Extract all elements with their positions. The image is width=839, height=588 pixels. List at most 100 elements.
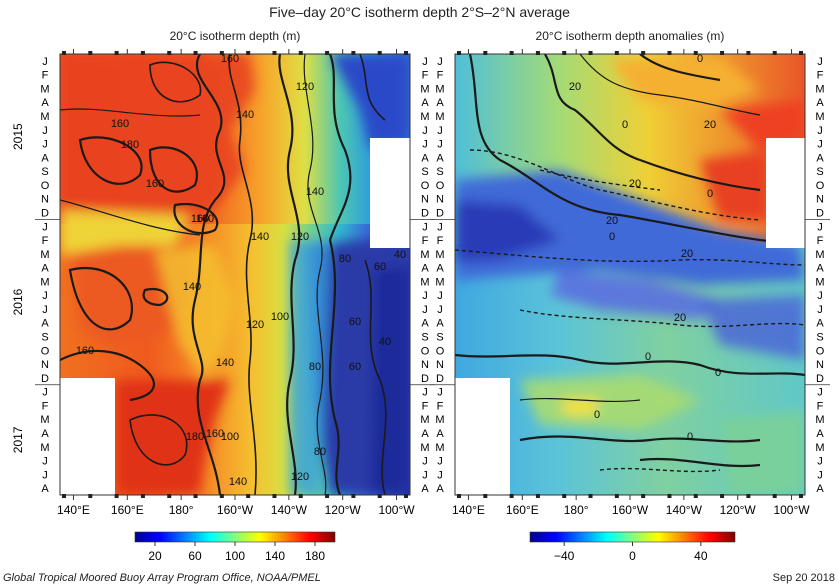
svg-text:80: 80	[309, 361, 321, 373]
month-label-left: A	[41, 318, 49, 330]
svg-text:160: 160	[191, 213, 209, 225]
buoy-marker	[219, 494, 224, 498]
buoy-marker	[351, 494, 356, 498]
buoy-marker	[246, 51, 251, 55]
month-label-right: F	[422, 70, 429, 82]
month-label-left: J	[437, 221, 443, 233]
buoy-marker	[509, 51, 514, 55]
month-label-left: J	[437, 387, 443, 399]
buoy-marker	[351, 51, 356, 55]
month-label-right: M	[815, 276, 824, 288]
month-label-right: F	[422, 235, 429, 247]
month-label-left: A	[436, 318, 444, 330]
buoy-marker	[457, 494, 461, 498]
colorbar-ticks: 20 60 100 140 180 −40 0 40	[148, 542, 708, 563]
month-label-right: M	[815, 442, 824, 454]
buoy-marker	[562, 51, 567, 55]
contour-label: 160	[196, 213, 214, 225]
month-label-right: O	[816, 345, 825, 357]
month-label-left: N	[41, 359, 49, 371]
lon-tick-label: 120°W	[720, 503, 757, 517]
contour-label: 160	[76, 345, 94, 357]
month-label-right: J	[817, 456, 823, 468]
month-label-left: A	[436, 152, 444, 164]
month-label-right: M	[420, 83, 429, 95]
buoy-marker	[667, 51, 672, 55]
month-label-right: J	[422, 56, 428, 68]
month-label-left: J	[42, 456, 48, 468]
month-label-right: M	[815, 414, 824, 426]
buoy-marker	[588, 51, 593, 55]
buoy-marker	[193, 51, 198, 55]
month-label-left: J	[437, 304, 443, 316]
contour-label: 40	[394, 249, 406, 261]
buoy-marker	[88, 494, 93, 498]
month-label-left: D	[436, 373, 444, 385]
buoy-marker	[325, 494, 330, 498]
month-label-left: J	[437, 125, 443, 137]
svg-text:140: 140	[236, 109, 254, 121]
figure-title: Five–day 20°C isotherm depth 2°S–2°N ave…	[269, 4, 570, 20]
svg-text:120: 120	[296, 81, 314, 93]
colorbar-tick-label: −40	[554, 549, 575, 563]
buoy-marker	[693, 494, 698, 498]
month-label-left: J	[437, 456, 443, 468]
svg-text:120: 120	[246, 319, 264, 331]
svg-text:140: 140	[306, 186, 324, 198]
svg-text:160: 160	[76, 345, 94, 357]
contour-label: 120	[291, 231, 309, 243]
contour-label: 60	[374, 261, 386, 273]
month-label-left: A	[41, 483, 49, 495]
svg-text:60: 60	[349, 361, 361, 373]
month-label-right: M	[420, 414, 429, 426]
month-label-right: J	[422, 125, 428, 137]
month-label-right: A	[816, 263, 824, 275]
buoy-marker	[114, 494, 119, 498]
month-label-right: M	[815, 111, 824, 123]
month-label-left: M	[40, 83, 49, 95]
contour-label: 160	[146, 178, 164, 190]
contour-label: 0	[645, 351, 651, 363]
month-label-left: A	[41, 263, 49, 275]
month-label-left: M	[435, 414, 444, 426]
svg-text:80: 80	[339, 253, 351, 265]
contour-label: 160	[221, 53, 239, 65]
month-label-right: N	[421, 194, 429, 206]
contour-label: 120	[291, 471, 309, 483]
month-label-left: M	[40, 276, 49, 288]
contour-label: 0	[715, 367, 721, 379]
svg-text:40: 40	[394, 249, 406, 261]
colorbar-tick-label: 180	[305, 549, 325, 563]
month-label-right: M	[815, 83, 824, 95]
lon-tick-label: 140°W	[666, 503, 703, 517]
month-label-right: A	[421, 428, 429, 440]
month-label-right: D	[816, 373, 824, 385]
month-label-right: A	[421, 97, 429, 109]
lon-tick-label: 140°W	[271, 503, 308, 517]
buoy-marker	[377, 494, 382, 498]
contour-label: 120	[296, 81, 314, 93]
buoy-marker	[377, 51, 382, 55]
buoy-marker	[62, 51, 66, 55]
buoy-marker	[167, 494, 172, 498]
buoy-marker	[140, 494, 145, 498]
lon-tick-label: 160°W	[612, 503, 649, 517]
month-label-right: J	[817, 125, 823, 137]
month-label-right: D	[421, 373, 429, 385]
contour-label: 140	[229, 476, 247, 488]
month-label-right: F	[817, 70, 824, 82]
month-label-right: J	[422, 304, 428, 316]
month-label-right: J	[817, 290, 823, 302]
month-label-right: S	[816, 166, 823, 178]
month-label-left: M	[40, 111, 49, 123]
buoy-marker	[614, 494, 619, 498]
month-label-right: J	[422, 387, 428, 399]
buoy-marker	[88, 51, 93, 55]
month-label-right: M	[420, 249, 429, 261]
buoy-marker	[693, 51, 698, 55]
month-label-left: O	[436, 180, 445, 192]
month-label-left: M	[40, 249, 49, 261]
month-label-right: J	[817, 221, 823, 233]
buoy-marker	[641, 494, 646, 498]
month-label-right: J	[422, 469, 428, 481]
